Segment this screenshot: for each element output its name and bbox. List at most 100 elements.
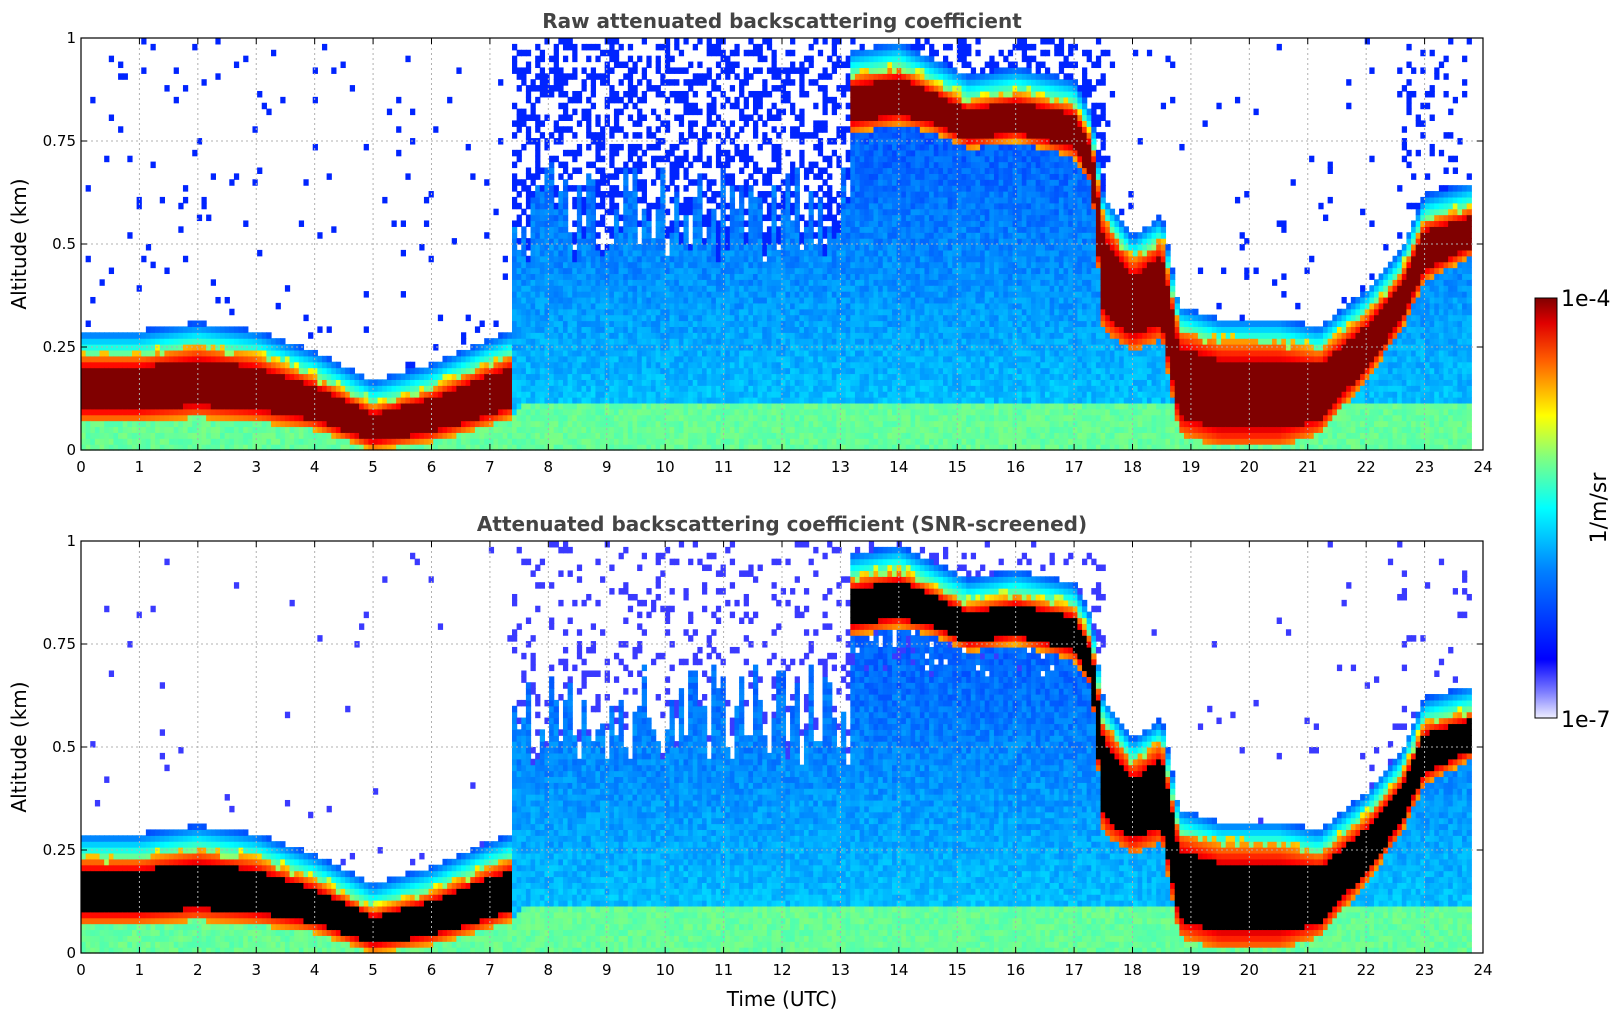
heatmap-cell bbox=[600, 273, 606, 280]
heatmap-cell bbox=[169, 438, 175, 445]
heatmap-cell bbox=[702, 420, 708, 428]
heatmap-cell bbox=[474, 361, 481, 369]
heatmap-cell bbox=[521, 244, 527, 251]
heatmap-cell bbox=[178, 355, 184, 363]
heatmap-cell bbox=[637, 308, 643, 316]
heatmap-cell bbox=[544, 408, 550, 416]
heatmap-cell bbox=[655, 408, 661, 416]
heatmap-cell bbox=[785, 326, 791, 333]
heatmap-cell bbox=[711, 391, 717, 398]
heatmap-cell bbox=[572, 73, 578, 80]
heatmap-cell bbox=[669, 308, 675, 316]
heatmap-cell bbox=[150, 332, 156, 339]
heatmap-cell bbox=[558, 326, 564, 333]
heatmap-cell bbox=[702, 244, 708, 251]
heatmap-cell bbox=[739, 367, 745, 375]
heatmap-cell bbox=[266, 379, 272, 386]
heatmap-cell bbox=[479, 373, 485, 380]
heatmap-cell bbox=[141, 397, 147, 404]
heatmap-cell bbox=[535, 302, 541, 310]
heatmap-cell bbox=[224, 379, 230, 386]
heatmap-cell bbox=[85, 379, 91, 386]
heatmap-cell bbox=[618, 255, 624, 263]
heatmap-cell bbox=[734, 43, 740, 51]
heatmap-cell bbox=[544, 432, 550, 439]
heatmap-cell bbox=[762, 314, 768, 322]
heatmap-cell bbox=[516, 73, 522, 80]
heatmap-cell bbox=[298, 414, 305, 422]
heatmap-cell bbox=[535, 273, 541, 280]
heatmap-cell bbox=[535, 196, 541, 204]
heatmap-cell bbox=[345, 391, 351, 398]
heatmap-cell bbox=[377, 420, 383, 428]
heatmap-cell bbox=[85, 408, 91, 416]
heatmap-cell bbox=[224, 408, 230, 416]
heatmap-cell bbox=[613, 220, 620, 227]
heatmap-cell bbox=[521, 208, 527, 216]
heatmap-cell bbox=[145, 332, 152, 339]
heatmap-cell bbox=[618, 314, 624, 322]
heatmap-cell bbox=[447, 402, 453, 410]
heatmap-cell bbox=[155, 326, 161, 333]
heatmap-cell bbox=[683, 255, 689, 263]
heatmap-cell bbox=[785, 308, 791, 316]
heatmap-cell bbox=[289, 349, 295, 357]
heatmap-cell bbox=[734, 261, 740, 269]
heatmap-cell bbox=[562, 232, 569, 239]
heatmap-cell bbox=[192, 338, 198, 345]
heatmap-cell bbox=[354, 414, 360, 422]
heatmap-cell bbox=[289, 355, 295, 363]
heatmap-cell bbox=[590, 314, 597, 322]
heatmap-cell bbox=[423, 408, 430, 416]
heatmap-cell bbox=[326, 432, 332, 439]
heatmap-cell bbox=[266, 385, 272, 392]
heatmap-cell bbox=[604, 61, 610, 69]
heatmap-cell bbox=[331, 385, 337, 392]
heatmap-cell bbox=[576, 426, 583, 433]
heatmap-cell bbox=[164, 432, 170, 439]
heatmap-cell bbox=[646, 267, 652, 275]
heatmap-cell bbox=[544, 367, 550, 375]
heatmap-cell bbox=[586, 226, 592, 233]
heatmap-cell bbox=[558, 355, 564, 363]
heatmap-cell bbox=[655, 232, 661, 239]
heatmap-cell bbox=[562, 408, 569, 416]
heatmap-cell bbox=[683, 273, 689, 280]
heatmap-cell bbox=[604, 102, 610, 110]
heatmap-cell bbox=[192, 379, 198, 386]
heatmap-cell bbox=[201, 320, 207, 327]
heatmap-cell bbox=[94, 361, 101, 369]
heatmap-cell bbox=[252, 373, 258, 380]
heatmap-cell bbox=[734, 361, 740, 369]
heatmap-cell bbox=[521, 355, 527, 363]
heatmap-cell bbox=[669, 361, 675, 369]
heatmap-cell bbox=[706, 267, 712, 275]
heatmap-cell bbox=[433, 397, 439, 404]
heatmap-cell bbox=[419, 373, 425, 380]
heatmap-cell bbox=[739, 320, 745, 327]
heatmap-cell bbox=[386, 426, 393, 433]
heatmap-cell bbox=[363, 326, 369, 333]
heatmap-cell bbox=[525, 67, 532, 74]
heatmap-cell bbox=[433, 414, 439, 422]
heatmap-cell bbox=[743, 385, 749, 392]
heatmap-cell bbox=[484, 408, 490, 416]
heatmap-cell bbox=[586, 397, 592, 404]
heatmap-cell bbox=[442, 373, 448, 380]
heatmap-cell bbox=[581, 255, 587, 263]
heatmap-cell bbox=[567, 273, 573, 280]
heatmap-cell bbox=[131, 332, 138, 339]
heatmap-cell bbox=[266, 432, 272, 439]
heatmap-cell bbox=[266, 420, 272, 428]
heatmap-cell bbox=[178, 338, 184, 345]
heatmap-cell bbox=[613, 126, 620, 133]
heatmap-cell bbox=[567, 320, 573, 327]
heatmap-cell bbox=[590, 420, 597, 428]
heatmap-cell bbox=[785, 397, 791, 404]
heatmap-cell bbox=[127, 408, 133, 416]
heatmap-cell bbox=[530, 373, 536, 380]
heatmap-cell bbox=[419, 414, 425, 422]
heatmap-cell bbox=[785, 296, 791, 304]
heatmap-cell bbox=[581, 196, 587, 204]
heatmap-cell bbox=[600, 179, 606, 186]
